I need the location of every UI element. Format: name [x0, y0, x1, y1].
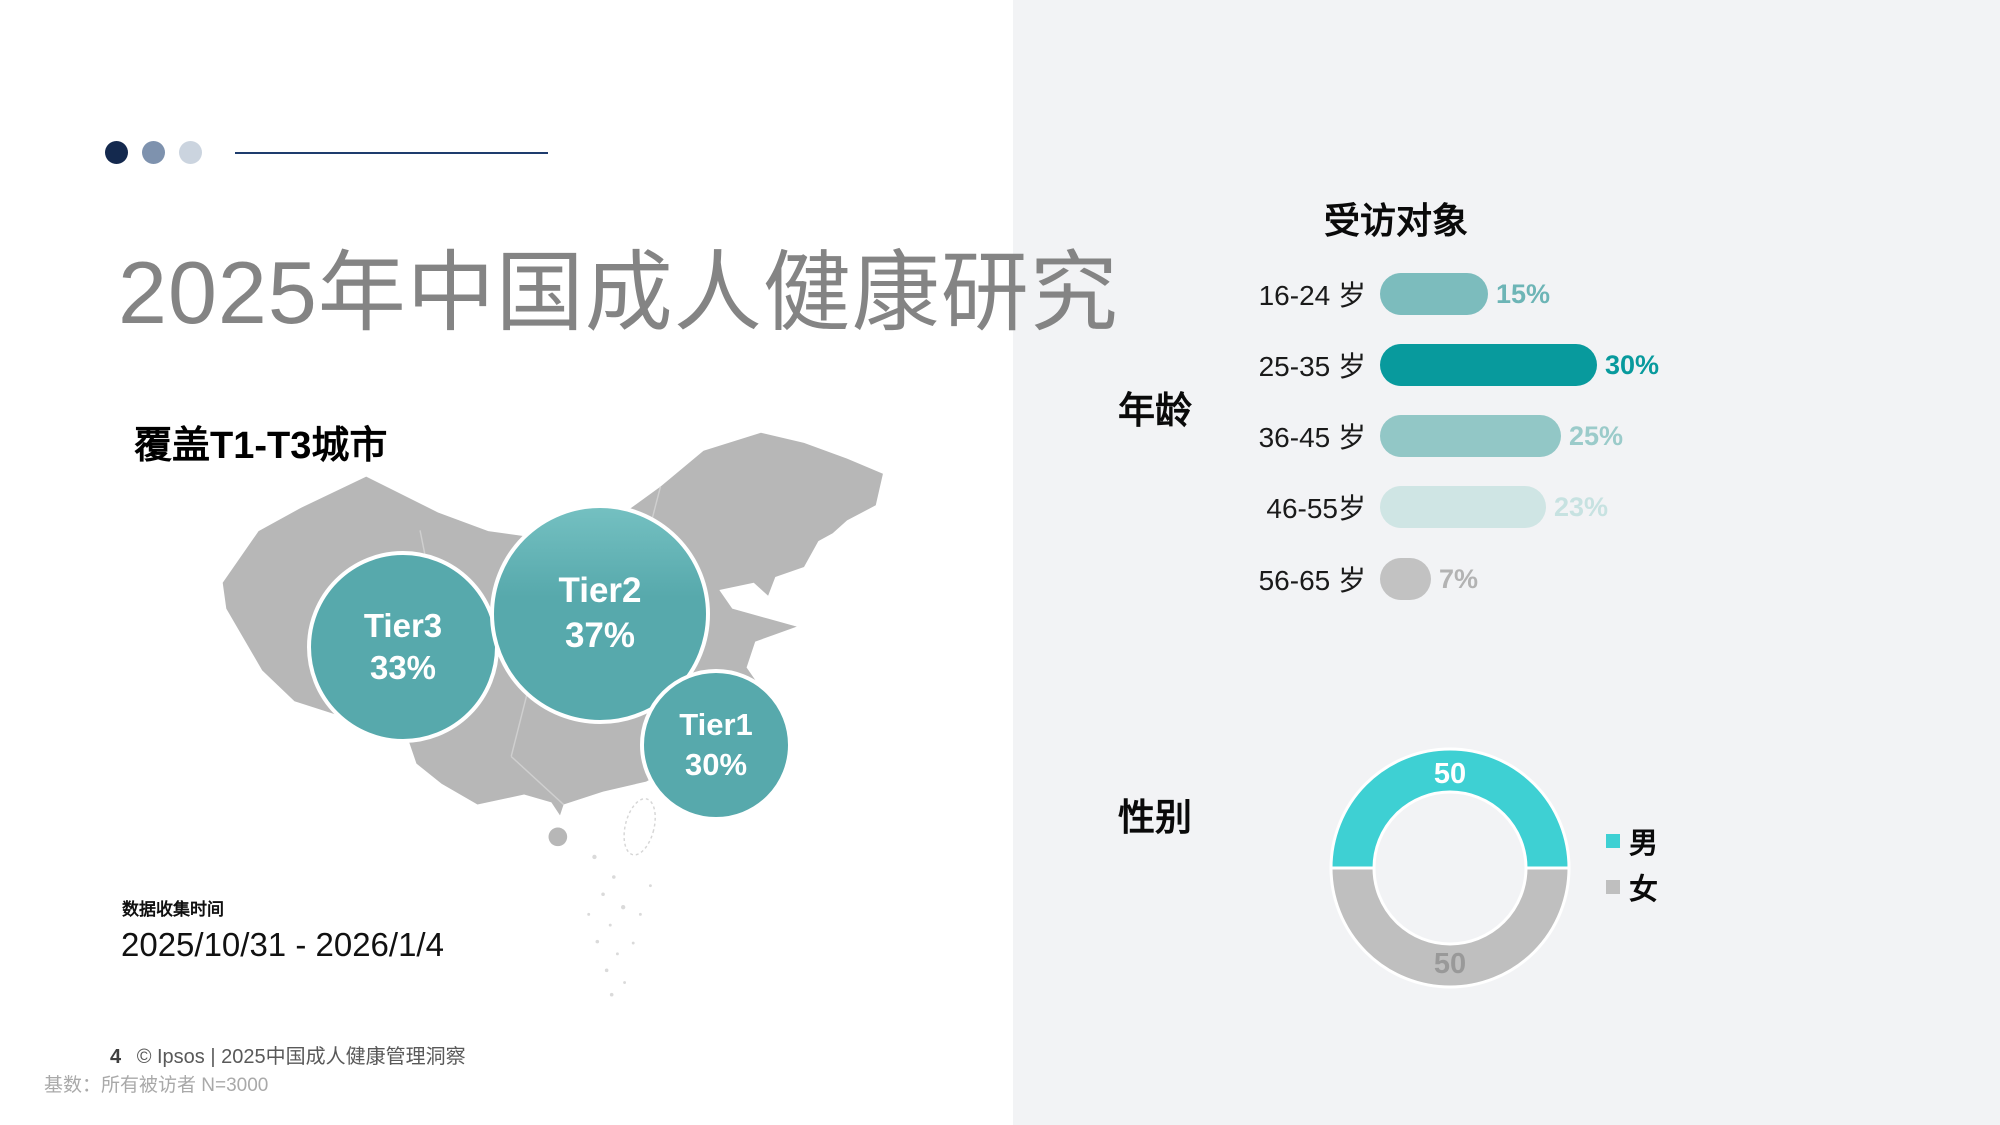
- taiwan-outline: [623, 798, 656, 856]
- gender-donut-chart: [1329, 747, 1571, 989]
- legend-item-female: 女: [1606, 866, 1658, 908]
- map-section-heading: 覆盖T1-T3城市: [134, 425, 388, 467]
- legend-female-swatch: [1606, 880, 1620, 894]
- age-range-label: 16-24 岁: [1258, 280, 1366, 311]
- legend-male-label: 男: [1629, 828, 1659, 860]
- decor-accent-line: [235, 152, 548, 154]
- age-range-label: 56-65 岁: [1258, 565, 1366, 596]
- age-range-label: 46-55岁: [1266, 493, 1366, 524]
- decor-dot-3: [179, 141, 202, 164]
- footer-text: © Ipsos | 2025中国成人健康管理洞察: [136, 1046, 466, 1068]
- age-row-16-24: 16-24 岁 15%: [1180, 273, 1550, 315]
- age-bar-value: 23%: [1554, 491, 1609, 522]
- bubble-tier3: Tier3 33%: [307, 551, 499, 743]
- bubble-tier3-label: Tier3: [363, 606, 443, 644]
- page-title: 2025年中国成人健康研究: [118, 243, 1119, 342]
- age-bar-value: 15%: [1496, 278, 1551, 309]
- age-group-label: 年龄: [1118, 390, 1192, 431]
- donut-male-slice: [1329, 747, 1571, 870]
- base-note: 基数：所有被访者 N=3000: [44, 1075, 269, 1096]
- age-range-label: 25-35 岁: [1258, 351, 1366, 382]
- gender-group-label: 性别: [1118, 797, 1192, 838]
- donut-female-value: 50: [1433, 948, 1467, 980]
- legend-male-swatch: [1606, 834, 1620, 848]
- page-number: 4: [110, 1046, 122, 1068]
- legend-female-label: 女: [1629, 874, 1659, 906]
- age-bar-25-35: [1380, 344, 1597, 386]
- age-bar-value: 25%: [1569, 420, 1624, 451]
- decor-dot-2: [142, 141, 165, 164]
- age-range-label: 36-45 岁: [1258, 422, 1366, 453]
- donut-male-value: 50: [1433, 758, 1467, 790]
- age-row-36-45: 36-45 岁 25%: [1180, 415, 1623, 457]
- bubble-tier2-value: 37%: [564, 616, 636, 655]
- respondents-heading: 受访对象: [1323, 200, 1468, 241]
- bubble-tier2-label: Tier2: [558, 571, 642, 611]
- age-row-46-55: 46-55岁 23%: [1180, 486, 1608, 528]
- age-bar-16-24: [1380, 273, 1488, 315]
- decor-dot-1: [105, 141, 128, 164]
- bubble-tier1-value: 30%: [684, 747, 748, 782]
- donut-female-slice: [1329, 866, 1571, 989]
- age-bar-46-55: [1380, 486, 1546, 528]
- legend-item-male: 男: [1606, 820, 1658, 862]
- age-bar-value: 7%: [1439, 563, 1479, 594]
- age-bar-36-45: [1380, 415, 1561, 457]
- bubble-tier1-label: Tier1: [679, 707, 753, 743]
- bubble-tier1: Tier1 30%: [640, 669, 792, 821]
- age-bar-value: 30%: [1605, 349, 1660, 380]
- collection-time-label: 数据收集时间: [122, 900, 224, 919]
- age-row-25-35: 25-35 岁 30%: [1180, 344, 1659, 386]
- age-bar-56-65: [1380, 558, 1431, 600]
- footer: 4 © Ipsos | 2025中国成人健康管理洞察: [110, 1040, 466, 1069]
- age-row-56-65: 56-65 岁 7%: [1180, 558, 1478, 600]
- bubble-tier3-value: 33%: [369, 649, 437, 686]
- collection-time-range: 2025/10/31 - 2026/1/4: [121, 926, 444, 963]
